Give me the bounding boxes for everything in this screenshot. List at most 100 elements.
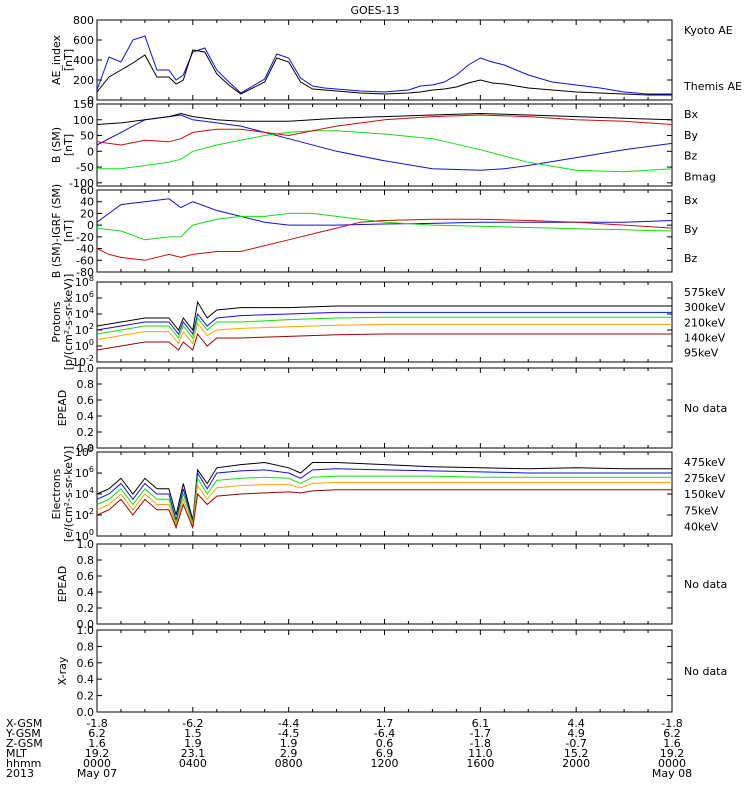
series-line-blue	[96, 311, 672, 336]
series-line-black	[96, 300, 672, 332]
x-tick-value: -1.7	[470, 727, 491, 740]
y-axis-label: X-ray	[56, 656, 69, 685]
x-tick-value: 1.5	[184, 727, 202, 740]
panel-xray: 0.0 0.2 0.4 0.6 0.8 1.0 X-ray No data	[56, 624, 727, 719]
series-label: 40keV	[684, 520, 719, 533]
y-axis-label: B (SM)	[50, 127, 63, 163]
y-tick-label: 100	[75, 338, 94, 353]
plot-title: GOES-13	[350, 4, 399, 17]
y-axis-label: [nT]	[62, 220, 75, 242]
y-tick-label: -60	[76, 254, 94, 267]
y-axis-label: [nT]	[62, 134, 75, 156]
x-row-label: 2013	[6, 767, 34, 780]
x-row-label: hhmm	[6, 757, 41, 770]
y-tick-label: 0.2	[77, 426, 95, 439]
series-line-green	[96, 475, 672, 526]
x-tick-value: 2.9	[280, 747, 298, 760]
y-tick-label: 102	[75, 322, 94, 337]
series-label: No data	[684, 402, 727, 415]
x-tick-value: 19.2	[660, 747, 685, 760]
series-label: 95keV	[684, 347, 719, 360]
series-line-black	[96, 461, 672, 521]
series-label: 300keV	[684, 301, 726, 314]
y-tick-label: 104	[75, 486, 94, 501]
series-label: By	[684, 223, 699, 236]
series-line-green	[97, 130, 673, 173]
x-tick-value: 19.2	[85, 747, 110, 760]
x-tick-value: -1.8	[86, 717, 107, 730]
x-tick-value: 0400	[179, 757, 207, 770]
y-tick-label: 104	[75, 306, 94, 321]
y-tick-label: 0	[87, 145, 94, 158]
y-tick-label: 106	[75, 465, 94, 480]
x-tick-value: 0000	[658, 757, 686, 770]
y-axis-label: AE_index	[50, 34, 63, 85]
x-tick-value: -0.7	[565, 737, 586, 750]
series-label: 275keV	[684, 472, 726, 485]
y-tick-label: 0.2	[77, 602, 95, 615]
y-tick-label: 0.6	[77, 657, 95, 670]
x-tick-value: -4.4	[278, 717, 299, 730]
series-label: 210keV	[684, 316, 726, 329]
y-tick-label: -50	[76, 161, 94, 174]
series-line-darkred	[96, 332, 672, 351]
series-label: 150keV	[684, 488, 726, 501]
series-label: No data	[684, 665, 727, 678]
y-axis-label: [nT]	[62, 49, 75, 71]
panel-ae: 0 200 400 600 800 AE_index [nT] Kyoto AE Themis …	[50, 14, 742, 107]
y-tick-label: -80	[76, 266, 94, 279]
panel-epead2: 0.0 0.2 0.4 0.6 0.8 1.0 EPEAD No data	[56, 538, 727, 631]
panel-frame	[96, 19, 673, 101]
y-axis-label: [e/(cm²-s-sr-keV)]	[62, 446, 75, 542]
series-label: 140keV	[684, 332, 726, 345]
x-row-label: Y-GSM	[5, 727, 41, 740]
x-tick-value: 6.9	[376, 747, 394, 760]
x-tick-value: 1.7	[376, 717, 394, 730]
series-label: Bx	[684, 108, 699, 121]
x-tick-value: -1.8	[661, 717, 682, 730]
series-label: Bx	[684, 194, 699, 207]
y-tick-label: 0.8	[77, 640, 95, 653]
panel-frame	[96, 367, 673, 449]
x-tick-value: -1.8	[470, 737, 491, 750]
series-label: By	[684, 129, 699, 142]
y-tick-label: 108	[75, 444, 94, 459]
series-line-black	[96, 112, 673, 125]
x-tick-value: 6.1	[472, 717, 490, 730]
x-row-label: X-GSM	[6, 717, 42, 730]
y-tick-label: 108	[75, 274, 94, 289]
series-label: 75keV	[684, 504, 719, 517]
series-line-darkred	[96, 489, 672, 530]
series-line-orange	[96, 322, 672, 345]
y-tick-label: 600	[73, 34, 94, 47]
y-tick-label: -100	[69, 177, 94, 190]
x-tick-value: 0800	[275, 757, 303, 770]
y-tick-label: 0	[87, 94, 94, 107]
x-tick-value: 23.1	[181, 747, 206, 760]
y-axis-label: Protons	[50, 301, 63, 342]
series-label: Kyoto AE	[684, 24, 733, 37]
y-tick-label: 400	[73, 54, 94, 67]
y-tick-label: 106	[75, 290, 94, 305]
panel-frame	[96, 629, 673, 713]
x-tick-value: 0.6	[376, 737, 394, 750]
x-tick-value: May 08	[652, 767, 692, 780]
panel-frame	[96, 543, 673, 625]
y-tick-label: -40	[76, 243, 94, 256]
y-tick-label: 40	[80, 196, 94, 209]
x-tick-value: 4.4	[567, 717, 585, 730]
y-tick-label: 60	[80, 184, 94, 197]
y-tick-label: 0.2	[77, 690, 95, 703]
y-tick-label: 1.0	[77, 538, 95, 551]
y-axis-label: Electrons	[50, 468, 63, 519]
y-tick-label: 0.4	[77, 673, 95, 686]
series-line-blue	[96, 198, 673, 226]
series-label: Bz	[684, 150, 698, 163]
x-tick-value: 15.2	[564, 747, 589, 760]
y-axis-label: EPEAD	[56, 390, 69, 427]
x-tick-value: 4.9	[567, 727, 585, 740]
